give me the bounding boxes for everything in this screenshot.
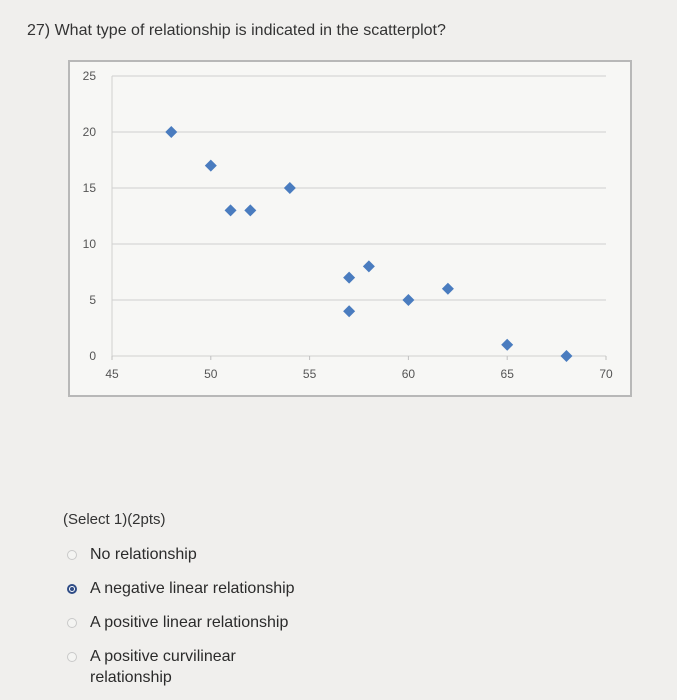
y-tick-label: 15 — [83, 181, 97, 195]
y-tick-labels: 0 5 10 15 20 25 — [83, 69, 97, 363]
x-tick-label: 70 — [599, 367, 613, 381]
x-tick-label: 55 — [303, 367, 317, 381]
select-hint: (Select 1)(2pts) — [63, 511, 166, 528]
x-tick-label: 50 — [204, 367, 218, 381]
option-positive-linear[interactable]: A positive linear relationship — [62, 612, 362, 633]
data-point — [244, 204, 257, 217]
data-point — [165, 126, 178, 138]
scatterplot-svg: 0 5 10 15 20 25 45 50 55 60 65 70 — [83, 69, 613, 381]
data-point — [560, 350, 573, 362]
radio-button[interactable] — [67, 550, 77, 560]
radio-button[interactable] — [67, 618, 77, 628]
y-tick-label: 20 — [83, 125, 97, 139]
data-point — [204, 159, 217, 172]
x-tick-label: 45 — [105, 367, 119, 381]
option-label: No relationship — [90, 546, 197, 563]
data-point — [501, 338, 514, 351]
data-point — [402, 294, 415, 306]
data-point — [441, 282, 454, 295]
y-tick-label: 25 — [83, 69, 97, 83]
data-point — [362, 260, 375, 273]
option-label: A positive linear relationship — [90, 614, 289, 631]
data-point — [343, 305, 356, 318]
scatterplot-chart: 0 5 10 15 20 25 45 50 55 60 65 70 — [68, 60, 632, 397]
question-text: 27) What type of relationship is indicat… — [27, 22, 446, 39]
data-point — [343, 271, 356, 284]
y-tick-label: 10 — [83, 237, 97, 251]
data-point — [283, 182, 296, 194]
option-label: A negative linear relationship — [90, 580, 295, 597]
answer-options: No relationship A negative linear relati… — [62, 544, 362, 700]
option-no-relationship[interactable]: No relationship — [62, 544, 362, 565]
x-tick-label: 65 — [501, 367, 515, 381]
x-tick-label: 60 — [402, 367, 416, 381]
radio-button-selected[interactable] — [67, 584, 77, 594]
data-point — [224, 204, 237, 217]
option-negative-linear[interactable]: A negative linear relationship — [62, 578, 362, 599]
option-label: A positive curvilinear relationship — [90, 648, 236, 686]
y-tick-label: 5 — [89, 293, 96, 307]
option-positive-curvilinear[interactable]: A positive curvilinear relationship — [62, 646, 362, 688]
data-points — [165, 126, 573, 362]
axes — [111, 76, 607, 360]
gridlines — [112, 75, 606, 301]
x-tick-labels: 45 50 55 60 65 70 — [105, 367, 613, 381]
radio-button[interactable] — [67, 652, 77, 662]
y-tick-label: 0 — [89, 349, 96, 363]
